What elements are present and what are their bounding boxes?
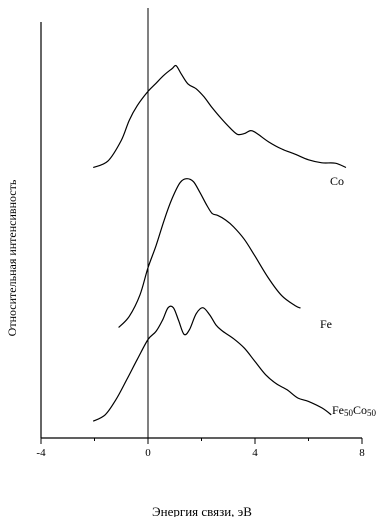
series-line-fe50co50 bbox=[92, 305, 332, 422]
x-tick-label: 8 bbox=[359, 447, 365, 459]
x-axis-label: Энергия связи, эВ bbox=[152, 504, 252, 517]
series-line-co bbox=[92, 64, 347, 169]
x-tick-label: 4 bbox=[252, 447, 258, 459]
series-label-fe: Fe bbox=[320, 317, 332, 331]
y-axis-label: Относительная интенсивность bbox=[5, 179, 19, 336]
x-tick-label: 0 bbox=[145, 447, 151, 459]
plot-area: Co Fe Fe50Co50 bbox=[92, 64, 377, 422]
series-label-co: Co bbox=[330, 174, 344, 188]
series-label-fe50co50: Fe50Co50 bbox=[332, 403, 377, 418]
series-line-fe bbox=[118, 178, 301, 328]
x-tick-label: -4 bbox=[36, 447, 46, 459]
axes: -4 0 4 8 bbox=[36, 8, 365, 459]
